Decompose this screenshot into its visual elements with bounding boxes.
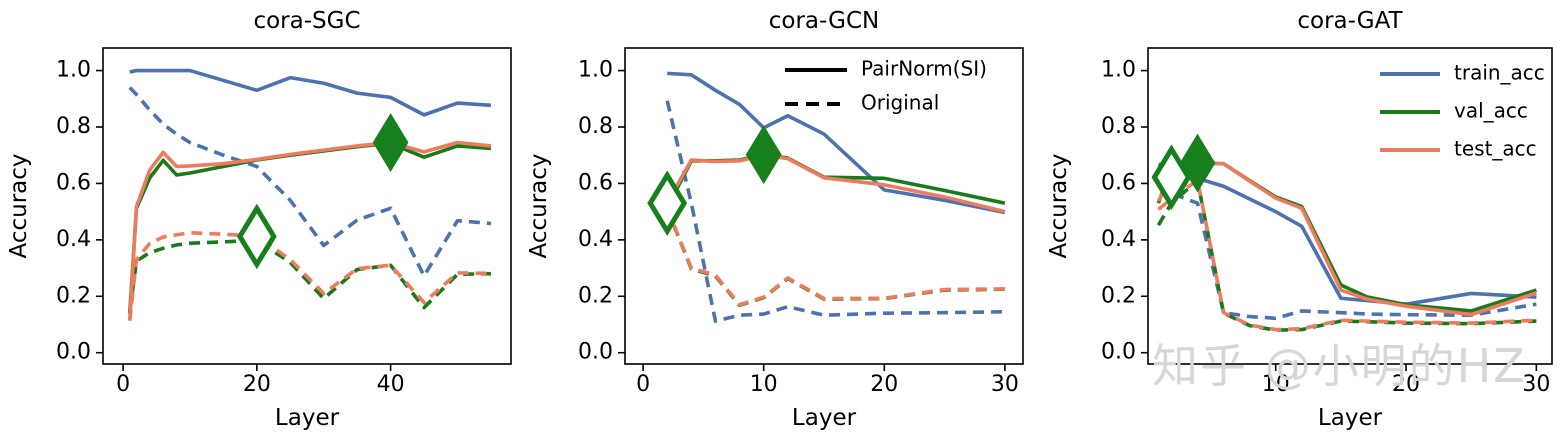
legend-label-val_acc: val_acc [1454,99,1528,123]
y-tick-label: 0.8 [1101,114,1136,139]
legend-label-Original: Original [861,91,939,115]
y-axis-label: Accuracy [1046,153,1072,258]
chart-svg: cora-GAT 0.0 0.2 0.4 0.6 0.8 1.0 10 20 30 Layer Acc… [1046,8,1553,431]
plot-area [647,71,1006,323]
chart-panel-cora-sgc: cora-SGC 0.0 0.2 0.4 0.6 0.8 1.0 0 20 40 Layer Accu… [0,0,520,434]
y-tick-label: 1.0 [1101,58,1136,83]
plot-frame [624,47,1024,365]
series-line-train_acc-pairnorm [1157,162,1537,306]
series-line-test_acc-pairnorm [1156,161,1537,317]
plot-area [1151,133,1537,332]
y-tick-label: 0.6 [578,170,613,195]
y-tick-label: 0.2 [56,283,91,308]
x-tick-label: 0 [636,372,650,397]
legend-label-test_acc: test_acc [1454,137,1537,161]
x-tick-label: 20 [243,372,271,397]
x-tick-label: 30 [991,372,1019,397]
x-tick-label: 20 [1392,372,1420,397]
chart-panel-cora-gat: cora-GAT 0.0 0.2 0.4 0.6 0.8 1.0 10 20 30 Layer Acc… [1040,0,1564,434]
chart-panel-cora-gcn: cora-GCN 0.0 0.2 0.4 0.6 0.8 1.0 0 10 20 30 Layer Ac… [520,0,1040,434]
legend-label-PairNorm(SI): PairNorm(SI) [861,57,987,81]
series-line-test_acc-pairnorm [127,140,492,321]
y-tick-label: 0.4 [56,227,91,252]
x-tick-label: 30 [1522,372,1550,397]
best-marker-hollow-diamond [1151,144,1192,211]
y-tick-label: 0.2 [578,283,613,308]
chart-svg: cora-GCN 0.0 0.2 0.4 0.6 0.8 1.0 0 10 20 30 Layer Ac… [526,8,1024,431]
y-tick-label: 1.0 [56,58,91,83]
best-marker-filled-diamond [745,125,782,185]
y-tick-label: 0.4 [1101,227,1136,252]
y-axis-label: Accuracy [526,153,552,258]
y-tick-label: 0.6 [56,170,91,195]
y-tick-label: 0.0 [578,340,613,365]
y-tick-label: 0.8 [56,114,91,139]
y-tick-label: 0.0 [1101,340,1136,365]
series-line-val_acc-original [127,238,491,313]
legend-label-train_acc: train_acc [1454,61,1545,85]
series-line-train_acc-pairnorm [129,68,492,117]
x-tick-label: 40 [377,372,405,397]
y-tick-label: 0.0 [56,340,91,365]
panel-title: cora-SGC [253,8,360,34]
series-line-train_acc-pairnorm [667,71,1006,215]
panel-title: cora-GCN [769,8,880,34]
series-line-val_acc-original [665,208,1005,308]
x-tick-label: 20 [870,372,898,397]
x-tick-label: 10 [750,372,778,397]
x-tick-label: 0 [116,372,130,397]
chart-svg: cora-SGC 0.0 0.2 0.4 0.6 0.8 1.0 0 20 40 Layer Accu… [6,8,512,431]
series-line-test_acc-original [665,207,1005,307]
series-line-test_acc-original [127,231,491,322]
panel-title: cora-GAT [1297,8,1403,34]
x-axis-label: Layer [792,405,857,431]
y-tick-label: 0.2 [1101,283,1136,308]
y-tick-label: 0.8 [578,114,613,139]
plot-area [127,68,492,322]
series-line-train_acc-original [1157,182,1537,321]
series-line-train_acc-original [128,86,492,278]
y-axis-label: Accuracy [6,153,32,258]
series-line-train_acc-original [665,100,1005,323]
x-axis-label: Layer [275,405,340,431]
watermark-text: 知乎 @小明的HZ [1152,339,1527,393]
x-axis-label: Layer [1318,405,1383,431]
best-marker-hollow-diamond [647,170,688,236]
plot-frame [102,47,512,365]
best-marker-filled-diamond [372,113,409,172]
x-tick-label: 10 [1262,372,1290,397]
best-marker-hollow-diamond [236,203,277,270]
y-tick-label: 1.0 [578,58,613,83]
plot-frame [1147,47,1553,365]
y-tick-label: 0.4 [578,227,613,252]
y-tick-label: 0.6 [1101,170,1136,195]
